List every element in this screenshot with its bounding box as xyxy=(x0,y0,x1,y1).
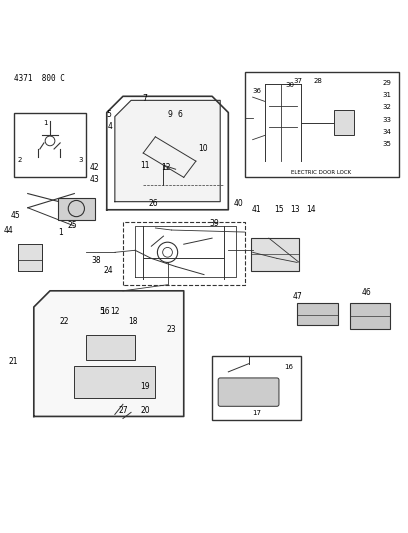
Text: 31: 31 xyxy=(382,92,391,98)
Text: 4371  800 C: 4371 800 C xyxy=(13,74,64,83)
Text: 28: 28 xyxy=(313,78,322,84)
Bar xyxy=(18,244,42,271)
Text: 1: 1 xyxy=(58,228,62,237)
Bar xyxy=(212,356,301,421)
Bar xyxy=(58,198,95,220)
Text: 15: 15 xyxy=(274,205,284,214)
Text: 7: 7 xyxy=(143,94,148,103)
Text: 27: 27 xyxy=(118,406,128,415)
Text: 45: 45 xyxy=(11,212,20,220)
Text: 32: 32 xyxy=(382,104,391,110)
Text: 47: 47 xyxy=(292,293,302,301)
Text: 43: 43 xyxy=(90,175,100,184)
Text: 33: 33 xyxy=(382,117,391,123)
Bar xyxy=(74,366,155,398)
Bar xyxy=(251,238,299,271)
Text: 41: 41 xyxy=(252,205,262,214)
Text: 6: 6 xyxy=(177,110,182,119)
Text: 21: 21 xyxy=(9,357,18,366)
Text: 4: 4 xyxy=(108,122,113,131)
Text: 11: 11 xyxy=(140,160,150,169)
Bar xyxy=(334,110,354,135)
Text: 9: 9 xyxy=(167,110,172,119)
Bar xyxy=(297,303,338,325)
Text: 16: 16 xyxy=(100,306,109,316)
Text: 12: 12 xyxy=(110,306,120,316)
Text: 24: 24 xyxy=(104,266,113,275)
Text: 13: 13 xyxy=(290,205,300,214)
Text: 1: 1 xyxy=(44,120,48,126)
Text: 20: 20 xyxy=(140,406,150,415)
Text: 2: 2 xyxy=(18,157,22,163)
Text: 17: 17 xyxy=(252,410,261,416)
Text: 14: 14 xyxy=(306,205,316,214)
Bar xyxy=(86,335,135,360)
Text: 39: 39 xyxy=(209,220,219,229)
Text: 46: 46 xyxy=(361,288,371,297)
Text: 36: 36 xyxy=(253,88,262,94)
Text: 5: 5 xyxy=(106,110,111,119)
Text: 30: 30 xyxy=(285,82,294,88)
Text: 12: 12 xyxy=(161,163,170,172)
Text: 25: 25 xyxy=(67,222,77,230)
Text: 38: 38 xyxy=(92,256,102,265)
Text: 18: 18 xyxy=(129,317,138,326)
Bar xyxy=(13,112,86,177)
Text: 42: 42 xyxy=(90,163,100,172)
Text: 22: 22 xyxy=(60,317,69,326)
FancyBboxPatch shape xyxy=(218,378,279,406)
Text: 29: 29 xyxy=(382,80,391,86)
Bar xyxy=(350,303,390,329)
Text: 16: 16 xyxy=(284,364,293,370)
Text: 40: 40 xyxy=(233,199,243,208)
Text: ELECTRIC DOOR LOCK: ELECTRIC DOOR LOCK xyxy=(291,171,352,175)
Polygon shape xyxy=(115,100,220,201)
Text: 23: 23 xyxy=(167,325,176,334)
Text: 19: 19 xyxy=(140,382,150,391)
Text: 5: 5 xyxy=(100,306,104,316)
Polygon shape xyxy=(34,291,184,416)
Text: 35: 35 xyxy=(382,141,391,147)
Text: 10: 10 xyxy=(198,144,208,154)
Text: 44: 44 xyxy=(4,225,13,235)
Text: 34: 34 xyxy=(382,129,391,135)
Text: 3: 3 xyxy=(78,157,82,163)
Text: 26: 26 xyxy=(149,199,158,208)
Bar xyxy=(244,72,399,177)
Text: 37: 37 xyxy=(293,78,302,84)
